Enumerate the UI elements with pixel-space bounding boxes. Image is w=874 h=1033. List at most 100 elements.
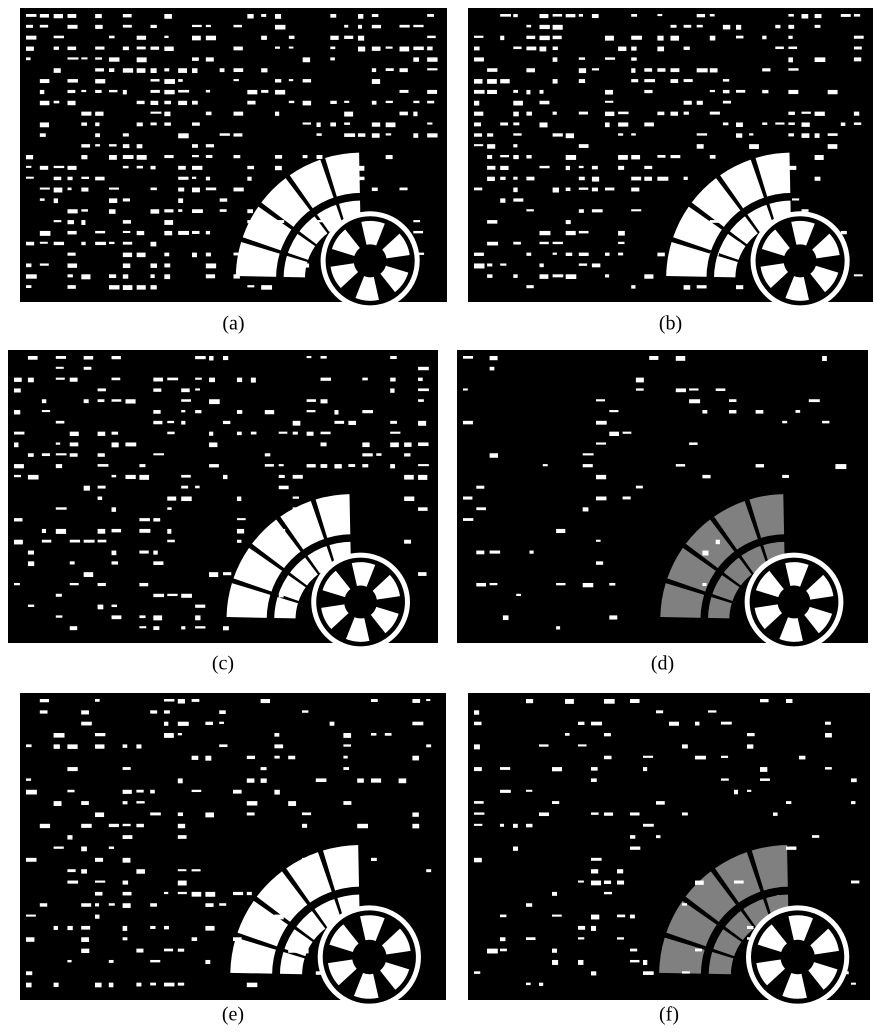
texture — [605, 101, 613, 103]
texture — [644, 122, 654, 126]
texture — [98, 388, 106, 391]
texture — [123, 801, 128, 804]
texture — [539, 812, 549, 816]
texture — [513, 177, 517, 180]
texture — [412, 722, 423, 726]
texture — [540, 231, 551, 235]
texture — [181, 475, 191, 478]
texture — [487, 144, 495, 149]
texture — [404, 475, 414, 480]
texture — [112, 356, 121, 359]
texture — [825, 722, 831, 725]
texture — [220, 133, 230, 135]
texture — [526, 90, 530, 94]
texture — [68, 79, 78, 83]
texture — [54, 36, 64, 39]
texture — [40, 122, 49, 127]
texture — [358, 47, 365, 52]
texture — [28, 356, 38, 360]
texture — [526, 903, 532, 907]
texture — [220, 209, 227, 212]
texture — [293, 421, 301, 426]
texture — [81, 710, 89, 714]
texture — [474, 971, 480, 974]
texture — [344, 25, 348, 28]
texture — [28, 605, 34, 607]
texture — [604, 699, 615, 704]
texture — [26, 858, 36, 862]
texture — [669, 722, 679, 726]
texture — [95, 983, 102, 988]
texture — [579, 263, 587, 265]
texture — [237, 529, 244, 534]
texture — [209, 356, 213, 360]
texture — [112, 378, 121, 381]
texture — [56, 615, 63, 617]
texture — [192, 25, 202, 27]
texture — [68, 263, 78, 267]
texture — [178, 231, 189, 235]
texture — [474, 133, 482, 136]
texture — [592, 188, 598, 192]
texture — [376, 453, 381, 456]
texture — [631, 68, 635, 73]
texture — [95, 177, 104, 181]
texture — [98, 497, 103, 500]
texture — [841, 231, 847, 234]
texture — [474, 122, 481, 126]
texture — [487, 90, 497, 94]
texture — [344, 112, 353, 117]
texture — [109, 68, 114, 72]
texture — [556, 583, 565, 585]
texture — [605, 36, 614, 41]
texture — [596, 540, 601, 542]
texture — [736, 25, 741, 30]
texture — [123, 25, 132, 28]
texture — [390, 464, 395, 468]
texture — [274, 744, 283, 748]
texture — [526, 790, 532, 792]
texture — [303, 79, 311, 82]
texture — [167, 507, 171, 510]
texture — [150, 926, 155, 929]
texture — [26, 983, 32, 988]
texture — [68, 209, 78, 213]
texture — [500, 937, 505, 941]
texture — [164, 155, 173, 158]
texture — [136, 801, 144, 803]
texture — [209, 378, 215, 383]
texture — [303, 155, 308, 158]
texture — [371, 733, 376, 736]
texture — [578, 926, 585, 930]
texture — [657, 112, 664, 116]
texture — [756, 410, 764, 414]
texture — [631, 133, 636, 135]
texture — [760, 699, 769, 702]
texture — [151, 90, 160, 93]
texture — [181, 626, 185, 629]
texture — [427, 122, 432, 124]
texture — [123, 903, 131, 908]
texture — [747, 744, 753, 748]
texture — [566, 188, 571, 192]
texture — [426, 699, 430, 701]
texture — [526, 253, 531, 256]
texture — [192, 101, 198, 105]
texture — [40, 903, 47, 906]
texture — [474, 112, 483, 116]
texture — [123, 90, 127, 95]
texture — [553, 133, 563, 136]
texture — [178, 198, 183, 203]
texture — [321, 464, 328, 468]
texture — [623, 432, 632, 434]
texture — [710, 112, 720, 115]
texture — [68, 14, 77, 18]
texture — [40, 90, 44, 94]
texture — [540, 242, 549, 244]
texture — [854, 14, 860, 17]
texture — [526, 47, 536, 51]
texture — [710, 90, 715, 92]
texture — [736, 122, 743, 127]
texture — [42, 529, 46, 533]
texture — [151, 112, 162, 114]
